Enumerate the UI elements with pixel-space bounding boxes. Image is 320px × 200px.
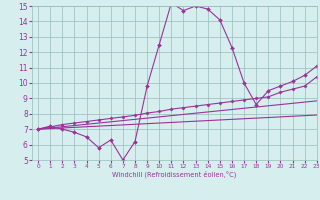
X-axis label: Windchill (Refroidissement éolien,°C): Windchill (Refroidissement éolien,°C) [112,171,236,178]
